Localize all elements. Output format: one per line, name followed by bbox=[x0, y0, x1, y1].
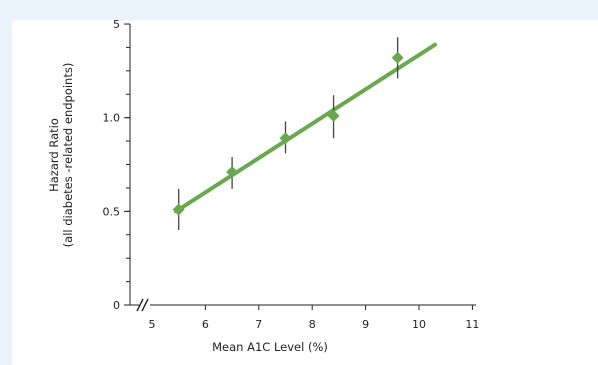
y-tick-label: 0.5 bbox=[103, 205, 121, 218]
data-point-marker bbox=[391, 51, 404, 64]
data-point-marker bbox=[279, 132, 292, 145]
top-background-band bbox=[0, 0, 598, 20]
x-tick-label: 6 bbox=[202, 318, 209, 331]
x-tick-label: 8 bbox=[309, 318, 316, 331]
x-axis-label: Mean A1C Level (%) bbox=[212, 340, 328, 354]
x-tick-label: 9 bbox=[362, 318, 369, 331]
axis-break-mark bbox=[136, 298, 144, 312]
x-tick-label: 11 bbox=[465, 318, 479, 331]
x-tick-label: 7 bbox=[255, 318, 262, 331]
y-tick-label: 0 bbox=[113, 299, 120, 312]
trend-line bbox=[174, 42, 438, 214]
data-point-marker bbox=[226, 166, 239, 179]
y-tick-label: 1.0 bbox=[103, 112, 121, 125]
x-tick-label: 5 bbox=[149, 318, 156, 331]
axes bbox=[129, 24, 476, 312]
trend-line-layer bbox=[174, 42, 438, 214]
ticks: 0 0.5 1.0 5 5 6 7 8 9 10 11 bbox=[103, 18, 480, 331]
data-point-marker bbox=[327, 109, 340, 122]
x-tick-label: 10 bbox=[412, 318, 426, 331]
y-axis-label-group: Hazard Ratio (all diabetes -related endp… bbox=[47, 63, 75, 248]
data-point-marker bbox=[172, 203, 185, 216]
axis-break-mark bbox=[141, 298, 149, 312]
points-layer bbox=[172, 37, 404, 231]
y-tick-label: 5 bbox=[113, 18, 120, 31]
y-axis-label-line-2: (all diabetes -related endpoints) bbox=[61, 63, 75, 248]
left-background-band bbox=[0, 0, 12, 365]
y-axis-label-line-1: Hazard Ratio bbox=[47, 118, 61, 192]
